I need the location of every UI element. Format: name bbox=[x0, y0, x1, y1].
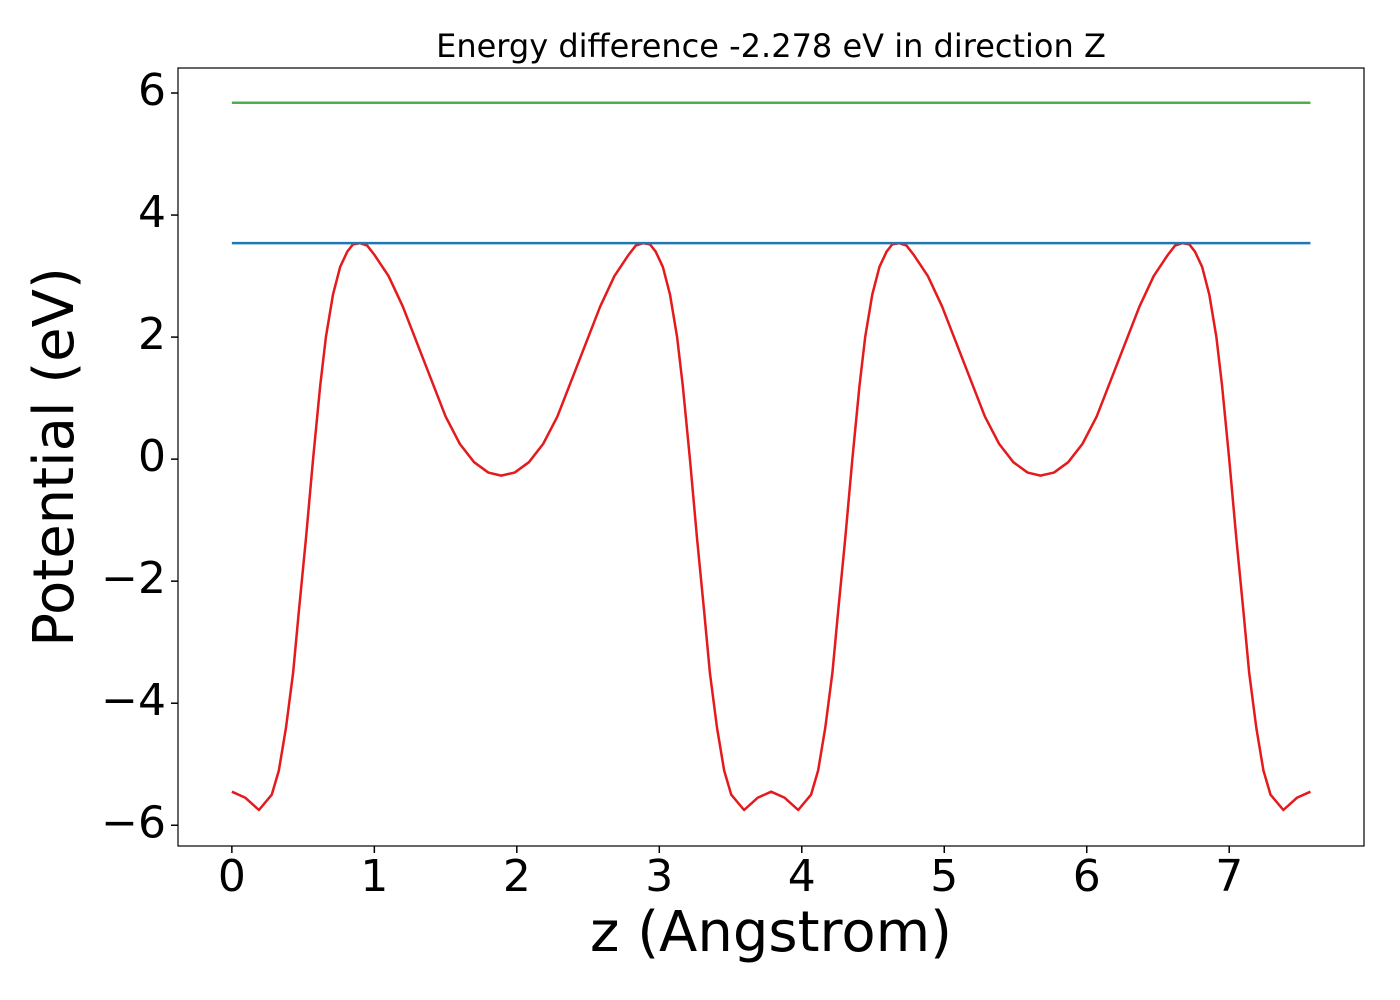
x-tick-label: 4 bbox=[788, 851, 816, 902]
chart-title: Energy difference -2.278 eV in direction… bbox=[436, 27, 1106, 65]
x-tick-label: 2 bbox=[503, 851, 531, 902]
y-axis-label: Potential (eV) bbox=[22, 267, 87, 647]
y-tick-label: 2 bbox=[138, 309, 166, 360]
data-line bbox=[231, 241, 1311, 812]
y-tick-label: −2 bbox=[101, 553, 166, 604]
x-tick-label: 1 bbox=[360, 851, 388, 902]
x-axis-label: z (Angstrom) bbox=[590, 900, 952, 965]
x-tick-label: 5 bbox=[930, 851, 958, 902]
y-tick-label: 6 bbox=[138, 65, 166, 116]
x-tick-label: 6 bbox=[1073, 851, 1101, 902]
plot-frame bbox=[177, 67, 1365, 847]
x-tick-label: 0 bbox=[218, 851, 246, 902]
y-tick-label: 4 bbox=[138, 187, 166, 238]
y-tick-label: −6 bbox=[101, 797, 166, 848]
y-tick-label: −4 bbox=[101, 675, 166, 726]
x-tick-label: 7 bbox=[1215, 851, 1243, 902]
y-tick-label: 0 bbox=[138, 431, 166, 482]
x-tick-label: 3 bbox=[645, 851, 673, 902]
